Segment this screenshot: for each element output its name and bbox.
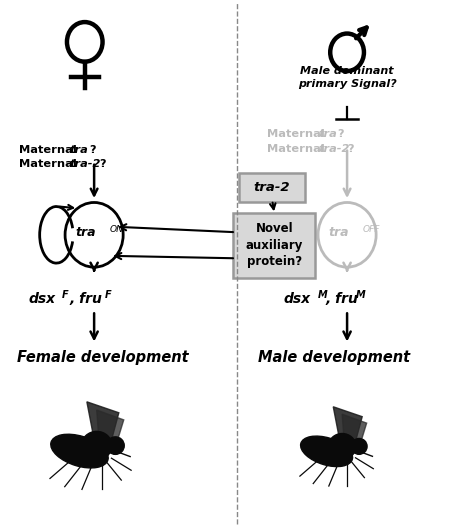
Ellipse shape <box>51 434 108 468</box>
Text: Maternal: Maternal <box>19 159 81 169</box>
Text: ON: ON <box>109 225 123 234</box>
Polygon shape <box>342 414 367 445</box>
FancyBboxPatch shape <box>234 213 316 278</box>
Text: tra: tra <box>70 145 89 155</box>
Text: Maternal: Maternal <box>267 130 329 140</box>
Polygon shape <box>87 402 119 440</box>
Text: Maternal: Maternal <box>267 143 329 153</box>
Text: dsx: dsx <box>28 292 55 306</box>
Text: ?: ? <box>99 159 106 169</box>
Ellipse shape <box>82 432 112 460</box>
FancyBboxPatch shape <box>239 173 305 202</box>
Text: OFF: OFF <box>363 225 380 234</box>
Text: ?: ? <box>90 145 96 155</box>
Text: , fru: , fru <box>70 292 108 306</box>
Text: tra: tra <box>75 226 96 239</box>
Text: Male dominant
primary Signal?: Male dominant primary Signal? <box>298 66 396 89</box>
Text: Maternal: Maternal <box>19 145 81 155</box>
Text: tra: tra <box>318 130 337 140</box>
Text: M: M <box>318 289 328 299</box>
Text: M: M <box>356 289 365 299</box>
Text: Female development: Female development <box>17 349 189 365</box>
Text: Male development: Male development <box>258 349 410 365</box>
Polygon shape <box>333 407 362 442</box>
Ellipse shape <box>301 436 353 466</box>
Text: tra-2: tra-2 <box>254 181 291 194</box>
Text: dsx: dsx <box>284 292 311 306</box>
Text: tra: tra <box>328 226 349 239</box>
Text: F: F <box>62 289 69 299</box>
Ellipse shape <box>351 438 367 454</box>
Polygon shape <box>97 410 124 444</box>
Ellipse shape <box>328 434 356 459</box>
Text: tra-2: tra-2 <box>318 143 349 153</box>
Text: tra-2: tra-2 <box>70 159 101 169</box>
Text: ?: ? <box>347 143 354 153</box>
Text: Novel
auxiliary
protein?: Novel auxiliary protein? <box>246 222 303 268</box>
Ellipse shape <box>107 437 124 454</box>
Text: ?: ? <box>337 130 344 140</box>
Text: F: F <box>105 289 111 299</box>
Text: , fru: , fru <box>325 292 358 306</box>
